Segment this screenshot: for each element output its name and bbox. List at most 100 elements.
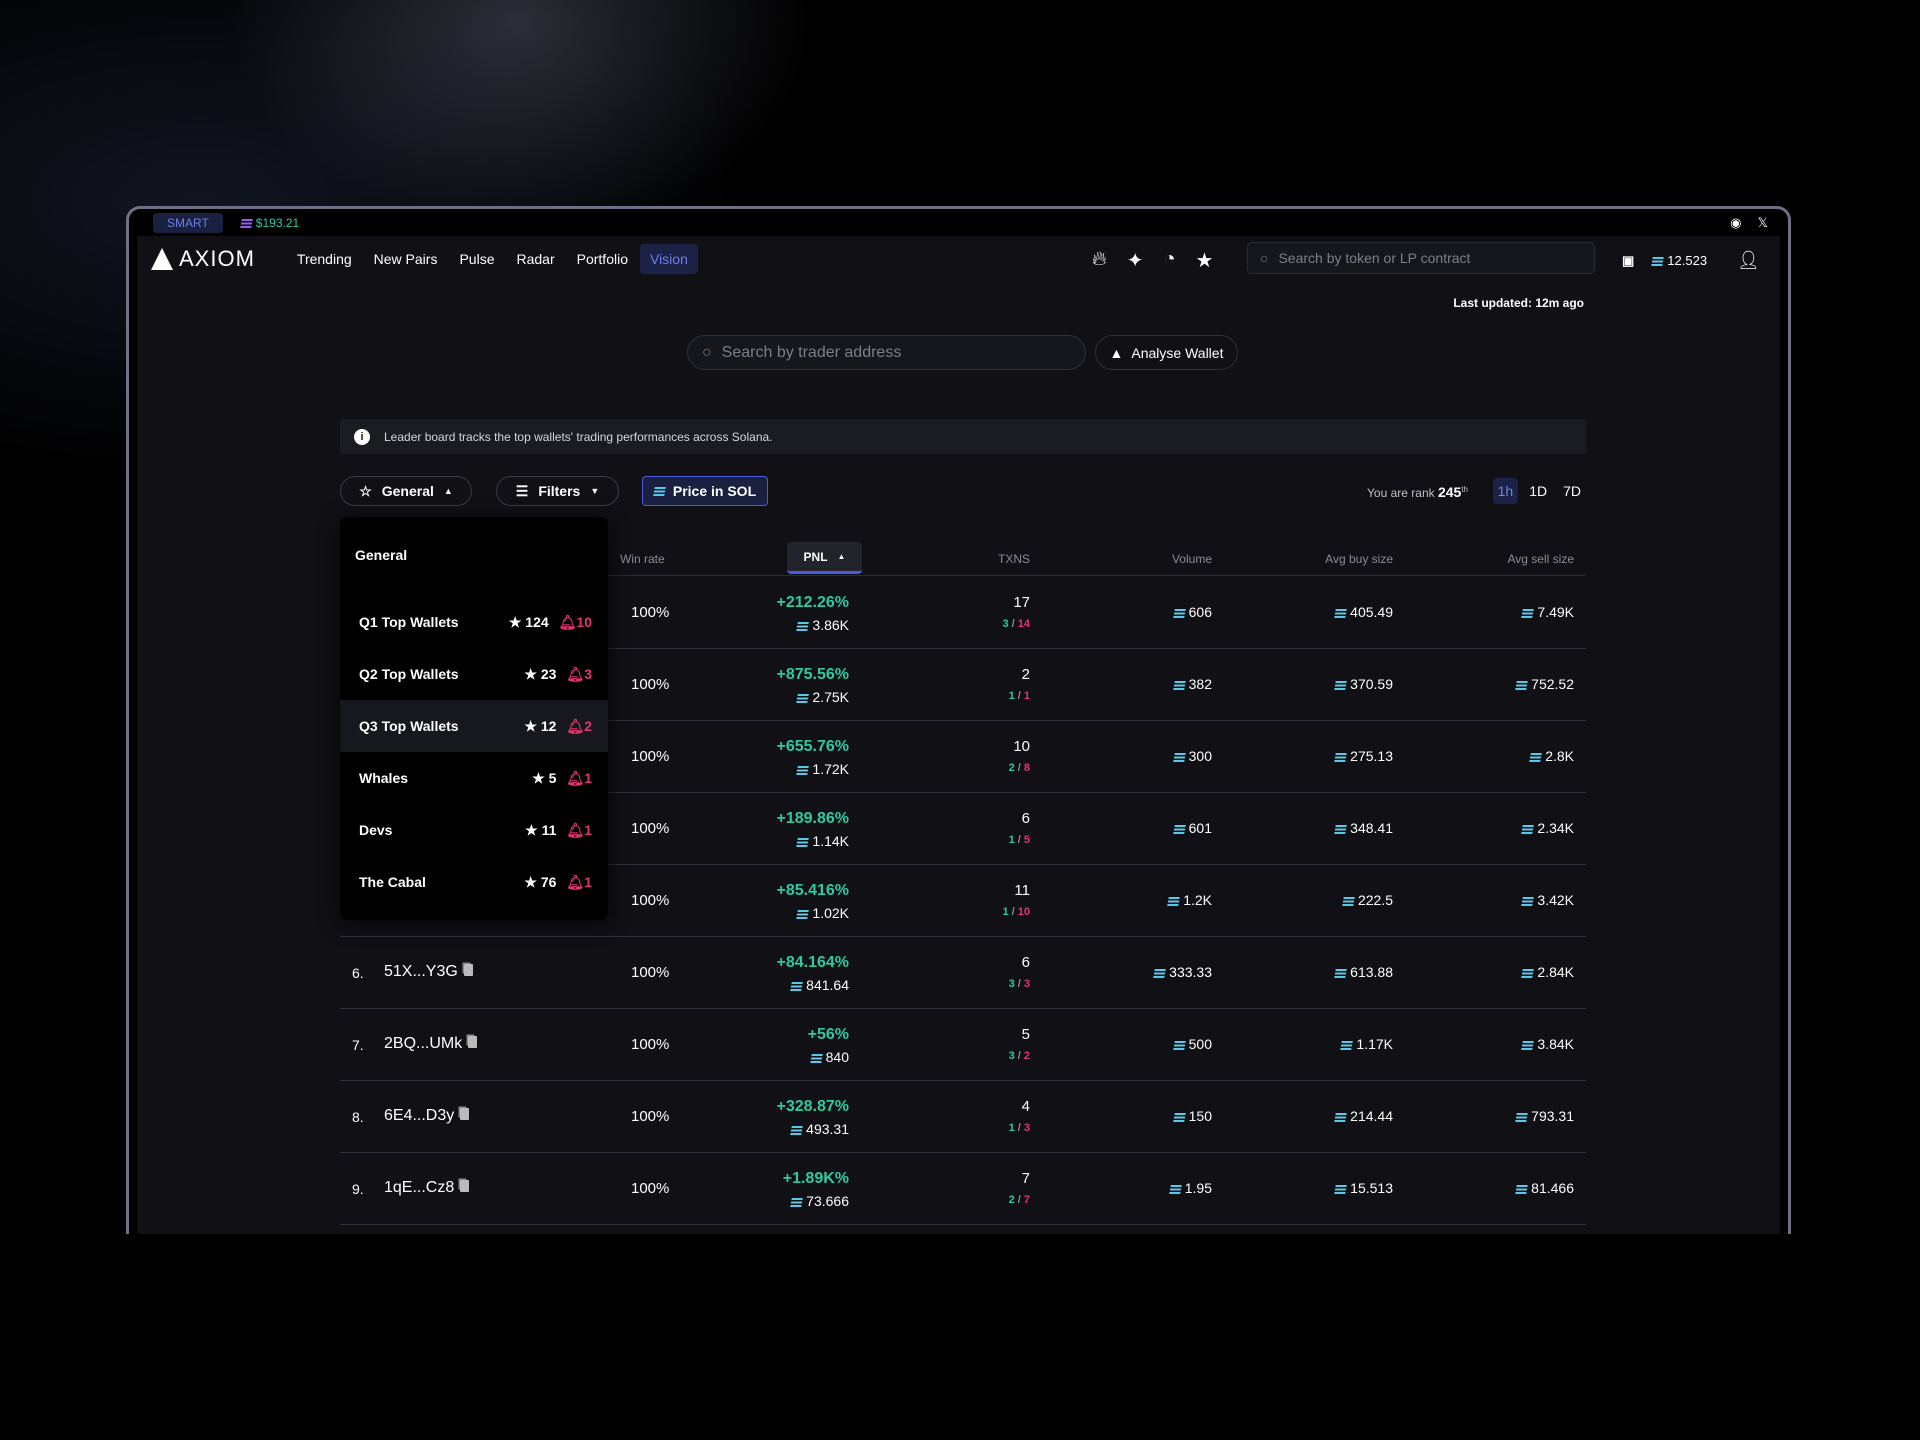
wallet-address[interactable]: 6E4...D3y <box>384 1107 470 1125</box>
header-pnl[interactable]: PNL ▲ <box>787 542 862 574</box>
solana-icon <box>1515 1184 1528 1194</box>
controls-row: ☆ General ▲ ☰ Filters ▼ Price in SOL You are… <box>340 476 1586 506</box>
wallet-address[interactable]: 1qE...Cz8 <box>384 1179 470 1197</box>
timeframe-1D[interactable]: 1D <box>1529 483 1548 499</box>
table-row[interactable]: 100% +85.416% 1.02K 11 1 / 10 1.2K 222.5 3.42K <box>340 865 1586 937</box>
analyse-wallet-button[interactable]: ▲ Analyse Wallet <box>1095 335 1238 370</box>
timeframe-1h[interactable]: 1h <box>1492 478 1519 504</box>
avg-buy-value: 613.88 <box>1350 964 1393 980</box>
pie-chart-icon[interactable]: ◔ <box>1163 248 1176 270</box>
solana-icon <box>1521 608 1535 618</box>
star-value: 12 <box>540 717 557 734</box>
dropdown-header[interactable]: General <box>355 547 408 563</box>
table-row[interactable]: 9. 1qE...Cz8 100% +1.89K% 73.666 7 2 / 7 1.95 15… <box>340 1153 1586 1225</box>
top-bar: SMART $193.21 ◉ 𝕏 <box>129 209 1788 236</box>
alert-count: 🔔︎1 <box>566 822 592 839</box>
trader-search-input[interactable]: ○ Search by trader address <box>687 335 1086 370</box>
copy-icon[interactable] <box>468 1036 478 1048</box>
copy-icon[interactable] <box>460 1180 470 1192</box>
list-name: Q2 Top Wallets <box>359 666 459 682</box>
buys-sells: 1 / 5 <box>1008 834 1030 846</box>
win-rate: 100% <box>631 820 670 837</box>
volume: 382 <box>1172 676 1212 692</box>
buys: 1 <box>1008 690 1015 702</box>
solana-icon <box>790 1197 803 1207</box>
search-icon: ○ <box>1260 250 1269 266</box>
wallet-icon[interactable]: ▣ <box>1622 252 1635 268</box>
dropdown-item[interactable]: Whales ★ 5 🔔︎1 <box>340 752 608 804</box>
discord-icon[interactable]: ◉ <box>1730 215 1742 230</box>
dropdown-item[interactable]: Q2 Top Wallets ★ 23 🔔︎3 <box>340 648 608 700</box>
table-row[interactable]: 100% +875.56% 2.75K 2 1 / 1 382 370.59 752.52 <box>340 649 1586 721</box>
solana-icon <box>1334 824 1347 834</box>
dropdown-item[interactable]: The Cabal ★ 76 🔔︎1 <box>340 856 608 908</box>
info-banner: i Leader board tracks the top wallets' tr… <box>340 419 1586 454</box>
star-icon: ★ <box>532 769 549 786</box>
logo[interactable]: AXIOM <box>151 246 255 272</box>
copy-icon[interactable] <box>463 964 473 976</box>
pnl-sol: 73.666 <box>790 1193 849 1209</box>
user-rank: You are rank 245th <box>1367 484 1468 500</box>
wallet-address[interactable]: 51X...Y3G <box>384 963 473 981</box>
solana-icon <box>1334 608 1347 618</box>
pnl-percent: +875.56% <box>776 666 849 683</box>
pnl-sol: 493.31 <box>790 1121 849 1137</box>
solana-icon <box>1167 896 1180 906</box>
avg-buy: 214.44 <box>1334 1108 1393 1124</box>
copy-icon[interactable] <box>460 1108 470 1120</box>
solana-icon <box>1334 1184 1347 1194</box>
table-row[interactable]: 100% +212.26% 3.86K 17 3 / 14 606 405.49 7.49K <box>340 577 1586 649</box>
avg-sell: 752.52 <box>1515 676 1574 692</box>
nav-item-portfolio[interactable]: Portfolio <box>576 251 628 267</box>
table-row[interactable]: 100% +189.86% 1.14K 6 1 / 5 601 348.41 2.34K <box>340 793 1586 865</box>
bell-icon: 🔔︎ <box>566 717 585 734</box>
solana-icon <box>1334 1112 1347 1122</box>
user-settings-icon[interactable]: 👤︎ <box>1737 250 1760 270</box>
sells: 2 <box>1023 1050 1030 1062</box>
txns: 10 <box>1013 738 1030 755</box>
table-row[interactable]: 7. 2BQ...UMk 100% +56% 840 5 3 / 2 500 1.17K 3.84… <box>340 1009 1586 1081</box>
alert-count: 🔔︎2 <box>566 718 592 735</box>
nav-item-vision[interactable]: Vision <box>639 244 698 274</box>
header-avg-buy[interactable]: Avg buy size <box>1325 552 1393 566</box>
table-row[interactable]: 8. 6E4...D3y 100% +328.87% 493.31 4 1 / 3 150 21… <box>340 1081 1586 1153</box>
dropdown-item[interactable]: Devs ★ 11 🔔︎1 <box>340 804 608 856</box>
balance[interactable]: 12.523 <box>1651 253 1707 268</box>
nav-item-pulse[interactable]: Pulse <box>459 251 495 267</box>
star-icon[interactable]: ★ <box>1195 250 1214 272</box>
header-txns[interactable]: TXNS <box>997 552 1030 566</box>
pnl-percent: +1.89K% <box>782 1170 849 1187</box>
header-win-rate[interactable]: Win rate <box>620 552 665 566</box>
nav-item-trending[interactable]: Trending <box>296 251 352 267</box>
table-row[interactable]: 6. 51X...Y3G 100% +84.164% 841.64 6 3 / 3 333.3… <box>340 937 1586 1009</box>
header-volume[interactable]: Volume <box>1171 552 1212 566</box>
dropdown-item[interactable]: Q3 Top Wallets ★ 12 🔔︎2 <box>340 700 608 752</box>
token-search-input[interactable]: ○ Search by token or LP contract <box>1247 242 1595 274</box>
list-name: The Cabal <box>359 874 426 890</box>
general-dropdown-button[interactable]: ☆ General ▲ <box>340 476 472 506</box>
solana-icon <box>796 837 810 847</box>
filters-button[interactable]: ☰ Filters ▼ <box>496 476 619 506</box>
volume: 500 <box>1172 1036 1212 1052</box>
header-avg-sell[interactable]: Avg sell size <box>1507 552 1574 566</box>
fire-icon[interactable]: 🔥︎ <box>1092 248 1107 270</box>
nav-item-new-pairs[interactable]: New Pairs <box>373 251 438 267</box>
smart-badge[interactable]: SMART <box>153 212 223 233</box>
pnl-sol: 841.64 <box>790 977 849 993</box>
pnl-sol-value: 841.64 <box>806 977 849 993</box>
x-icon[interactable]: 𝕏 <box>1757 215 1768 230</box>
sells: 5 <box>1023 834 1030 846</box>
timeframe-7D[interactable]: 7D <box>1563 483 1581 499</box>
avg-sell-value: 2.84K <box>1537 964 1574 980</box>
price-in-sol-toggle[interactable]: Price in SOL <box>642 476 768 506</box>
avg-buy-value: 405.49 <box>1350 604 1393 620</box>
pnl-sol: 1.02K <box>796 905 849 921</box>
sells: 3 <box>1023 978 1030 990</box>
rank: 8. <box>352 1109 364 1125</box>
nav-item-radar[interactable]: Radar <box>516 251 555 267</box>
table-row[interactable]: 100% +655.76% 1.72K 10 2 / 8 300 275.13 2.8K <box>340 721 1586 793</box>
dropdown-item[interactable]: Q1 Top Wallets ★ 124 🔔︎10 <box>340 596 608 648</box>
wallet-address[interactable]: 2BQ...UMk <box>384 1035 478 1053</box>
volume-value: 382 <box>1188 676 1212 692</box>
sparkle-icon[interactable]: ✦ <box>1126 250 1144 272</box>
